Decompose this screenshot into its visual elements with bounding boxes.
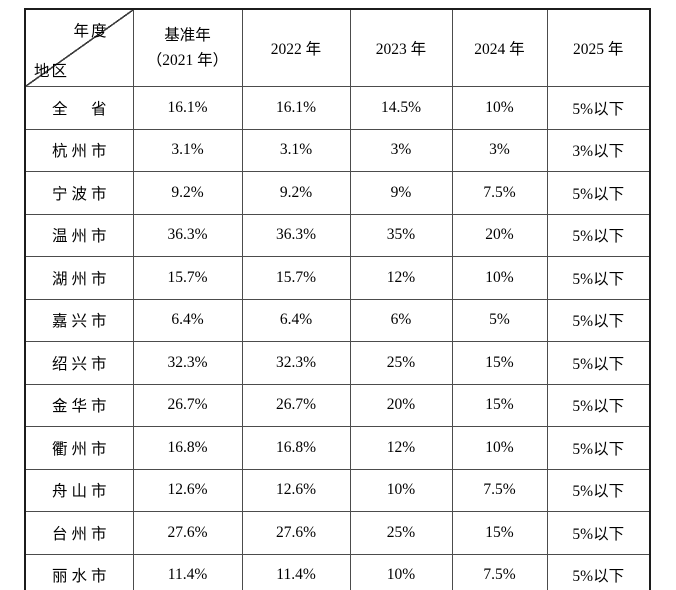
value-cell: 11.4% <box>132 553 243 590</box>
value-cell: 32.3% <box>132 341 243 385</box>
value-cell: 10% <box>349 468 453 512</box>
value-cell: 5%以下 <box>546 298 651 342</box>
value-cell: 26.7% <box>241 383 351 427</box>
value-cell: 15.7% <box>132 256 243 300</box>
base-year-line1: 基准年 <box>164 27 211 44</box>
table-row: 舟山市 12.6% 12.6% 10% 7.5% 5%以下 <box>24 468 651 512</box>
value-cell: 10% <box>451 86 548 130</box>
value-cell: 3% <box>451 128 548 172</box>
region-year-percentage-table: 年度 地区 基准年 （2021 年） 2022 年 2023 年 2024 年 … <box>24 8 651 590</box>
value-cell: 16.1% <box>132 86 243 130</box>
value-cell: 10% <box>451 256 548 300</box>
table-row: 台州市 27.6% 27.6% 25% 15% 5%以下 <box>24 511 651 555</box>
value-cell: 5% <box>451 298 548 342</box>
value-cell: 15% <box>451 511 548 555</box>
col-header-base-year: 基准年 （2021 年） <box>132 8 243 87</box>
region-cell: 湖州市 <box>24 256 134 300</box>
region-cell: 丽水市 <box>24 553 134 590</box>
value-cell: 10% <box>451 426 548 470</box>
region-cell: 舟山市 <box>24 468 134 512</box>
region-cell: 温州市 <box>24 213 134 257</box>
value-cell: 3%以下 <box>546 128 651 172</box>
base-year-line2: （2021 年） <box>146 52 229 69</box>
col-header-2024: 2024 年 <box>451 8 548 87</box>
region-cell: 衢州市 <box>24 426 134 470</box>
region-cell: 宁波市 <box>24 171 134 215</box>
value-cell: 35% <box>349 213 453 257</box>
value-cell: 5%以下 <box>546 426 651 470</box>
value-cell: 16.1% <box>241 86 351 130</box>
header-row: 年度 地区 基准年 （2021 年） 2022 年 2023 年 2024 年 … <box>24 8 651 87</box>
table-row: 湖州市 15.7% 15.7% 12% 10% 5%以下 <box>24 256 651 300</box>
table-row: 宁波市 9.2% 9.2% 9% 7.5% 5%以下 <box>24 171 651 215</box>
corner-header-cell: 年度 地区 <box>24 8 134 87</box>
value-cell: 9% <box>349 171 453 215</box>
value-cell: 27.6% <box>132 511 243 555</box>
corner-label-year: 年度 <box>73 23 109 40</box>
value-cell: 7.5% <box>451 468 548 512</box>
table-row: 杭州市 3.1% 3.1% 3% 3% 3%以下 <box>24 128 651 172</box>
value-cell: 20% <box>451 213 548 257</box>
value-cell: 25% <box>349 511 453 555</box>
table-row: 衢州市 16.8% 16.8% 12% 10% 5%以下 <box>24 426 651 470</box>
value-cell: 25% <box>349 341 453 385</box>
value-cell: 9.2% <box>241 171 351 215</box>
region-cell: 杭州市 <box>24 128 134 172</box>
value-cell: 15.7% <box>241 256 351 300</box>
value-cell: 12.6% <box>241 468 351 512</box>
value-cell: 11.4% <box>241 553 351 590</box>
value-cell: 15% <box>451 341 548 385</box>
value-cell: 12.6% <box>132 468 243 512</box>
region-cell: 绍兴市 <box>24 341 134 385</box>
value-cell: 14.5% <box>349 86 453 130</box>
col-header-2023: 2023 年 <box>349 8 453 87</box>
value-cell: 12% <box>349 256 453 300</box>
value-cell: 5%以下 <box>546 86 651 130</box>
value-cell: 36.3% <box>241 213 351 257</box>
value-cell: 5%以下 <box>546 511 651 555</box>
region-cell: 嘉兴市 <box>24 298 134 342</box>
value-cell: 3% <box>349 128 453 172</box>
value-cell: 26.7% <box>132 383 243 427</box>
col-header-2022: 2022 年 <box>241 8 351 87</box>
value-cell: 5%以下 <box>546 341 651 385</box>
table-row: 温州市 36.3% 36.3% 35% 20% 5%以下 <box>24 213 651 257</box>
value-cell: 3.1% <box>132 128 243 172</box>
value-cell: 36.3% <box>132 213 243 257</box>
value-cell: 32.3% <box>241 341 351 385</box>
region-cell: 全 省 <box>24 86 134 130</box>
value-cell: 7.5% <box>451 171 548 215</box>
table-row: 全 省 16.1% 16.1% 14.5% 10% 5%以下 <box>24 86 651 130</box>
value-cell: 10% <box>349 553 453 590</box>
value-cell: 20% <box>349 383 453 427</box>
value-cell: 6% <box>349 298 453 342</box>
value-cell: 6.4% <box>132 298 243 342</box>
value-cell: 7.5% <box>451 553 548 590</box>
table-row: 嘉兴市 6.4% 6.4% 6% 5% 5%以下 <box>24 298 651 342</box>
value-cell: 27.6% <box>241 511 351 555</box>
col-header-2025: 2025 年 <box>546 8 651 87</box>
value-cell: 3.1% <box>241 128 351 172</box>
value-cell: 5%以下 <box>546 256 651 300</box>
table-row: 金华市 26.7% 26.7% 20% 15% 5%以下 <box>24 383 651 427</box>
value-cell: 12% <box>349 426 453 470</box>
value-cell: 16.8% <box>241 426 351 470</box>
region-cell: 台州市 <box>24 511 134 555</box>
table-row: 丽水市 11.4% 11.4% 10% 7.5% 5%以下 <box>24 553 651 590</box>
value-cell: 5%以下 <box>546 383 651 427</box>
value-cell: 15% <box>451 383 548 427</box>
value-cell: 5%以下 <box>546 468 651 512</box>
value-cell: 16.8% <box>132 426 243 470</box>
table-row: 绍兴市 32.3% 32.3% 25% 15% 5%以下 <box>24 341 651 385</box>
corner-label-region: 地区 <box>34 63 70 80</box>
value-cell: 5%以下 <box>546 213 651 257</box>
region-cell: 金华市 <box>24 383 134 427</box>
value-cell: 6.4% <box>241 298 351 342</box>
value-cell: 9.2% <box>132 171 243 215</box>
value-cell: 5%以下 <box>546 171 651 215</box>
value-cell: 5%以下 <box>546 553 651 590</box>
